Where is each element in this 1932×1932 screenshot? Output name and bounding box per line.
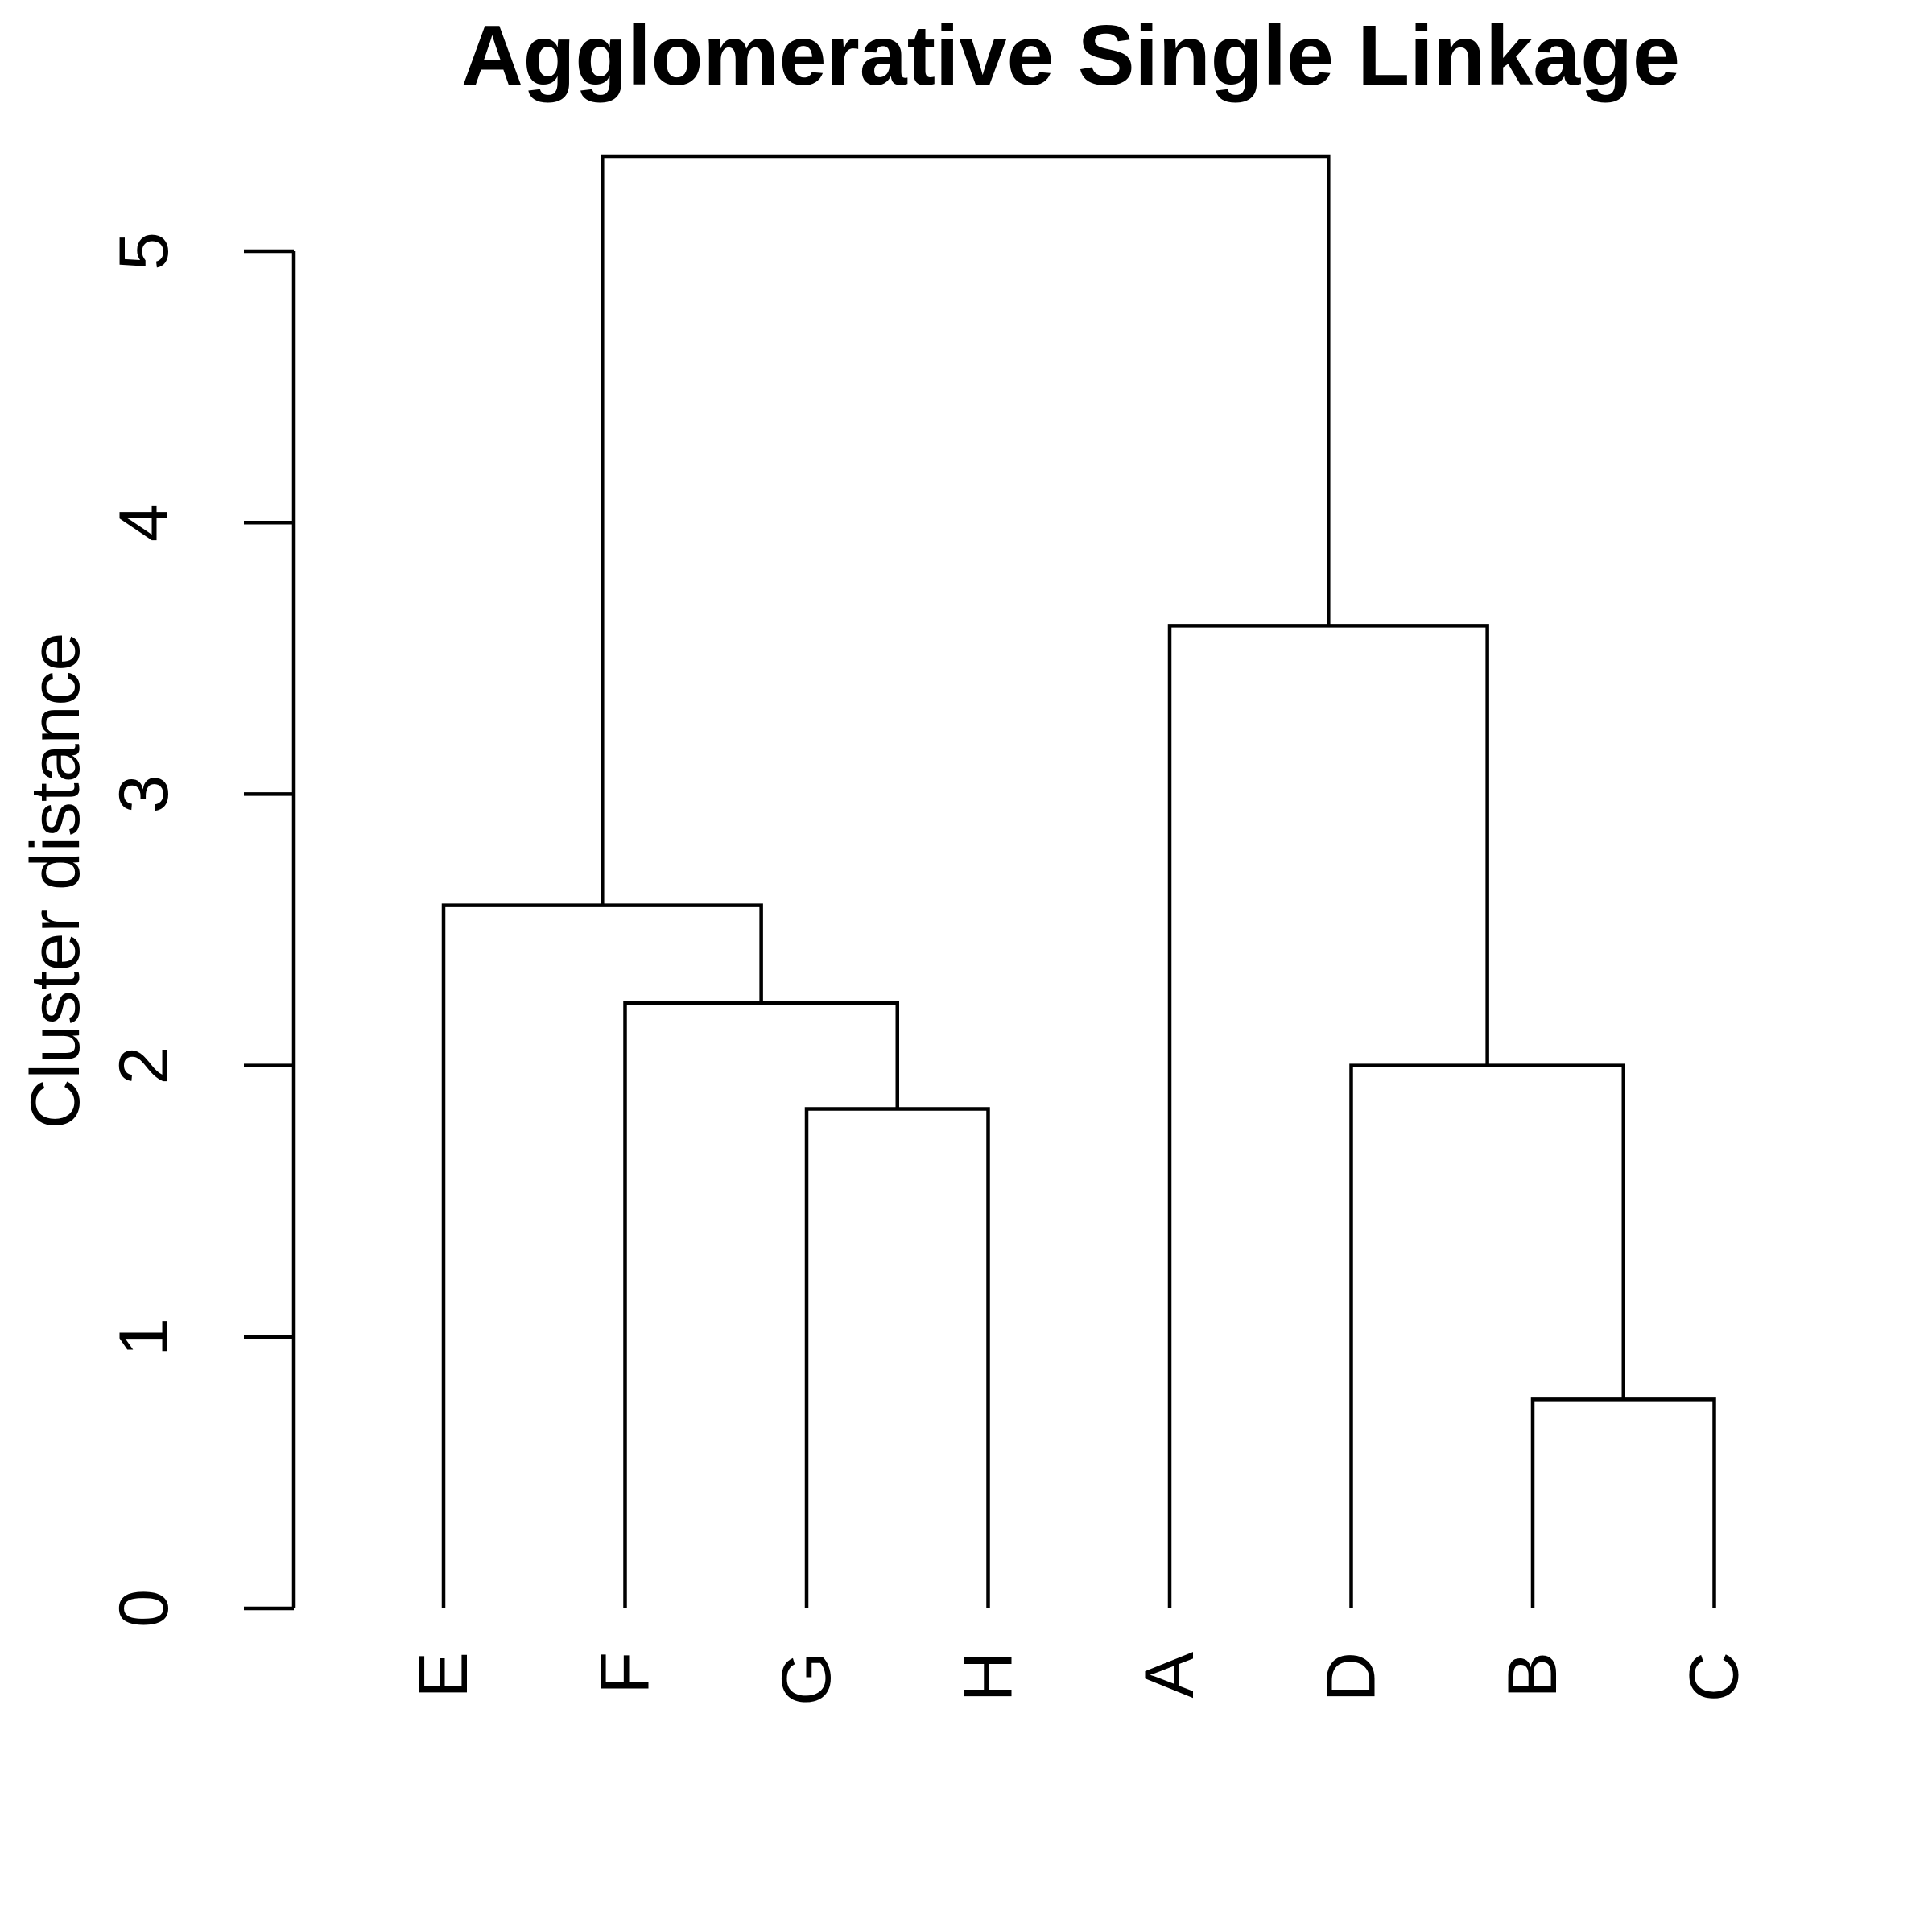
merge-A-m3 (1167, 624, 1489, 1608)
merge-F-m2 (623, 1001, 899, 1608)
chart-title: Agglomerative Single Linkage (461, 8, 1680, 103)
leaf-label-F: F (587, 1652, 664, 1695)
leaf-label-H: H (950, 1652, 1027, 1702)
merge-link (804, 1107, 990, 1608)
merge-link (601, 154, 1331, 906)
merge-D-m1 (1349, 1063, 1625, 1608)
merge-link (1530, 1397, 1716, 1608)
merge-link (441, 903, 763, 1608)
y-axis-label: Cluster distance (17, 633, 94, 1129)
merge-B-C (1530, 1397, 1716, 1608)
y-tick-label-4: 4 (105, 503, 183, 542)
leaf-label-C: C (1676, 1652, 1753, 1702)
y-tick-label-5: 5 (105, 232, 183, 270)
merge-link (1349, 1063, 1625, 1608)
merge-link (1167, 624, 1489, 1608)
y-tick-label-0: 0 (105, 1589, 183, 1628)
leaf-label-A: A (1131, 1651, 1208, 1698)
y-axis: 0 1 2 3 4 5 (105, 232, 296, 1628)
merge-G-H (804, 1107, 990, 1608)
y-tick-label-1: 1 (105, 1318, 183, 1356)
dendrogram-tree (441, 154, 1716, 1608)
y-tick-label-3: 3 (105, 774, 183, 813)
merge-link (623, 1001, 899, 1608)
merge-E-m4 (441, 903, 763, 1608)
leaf-label-E: E (405, 1652, 482, 1698)
y-tick-label-2: 2 (105, 1046, 183, 1085)
leaf-label-G: G (768, 1652, 845, 1706)
leaf-label-D: D (1313, 1652, 1390, 1702)
merge-m5-m6 (601, 154, 1331, 906)
leaf-label-B: B (1494, 1652, 1571, 1698)
